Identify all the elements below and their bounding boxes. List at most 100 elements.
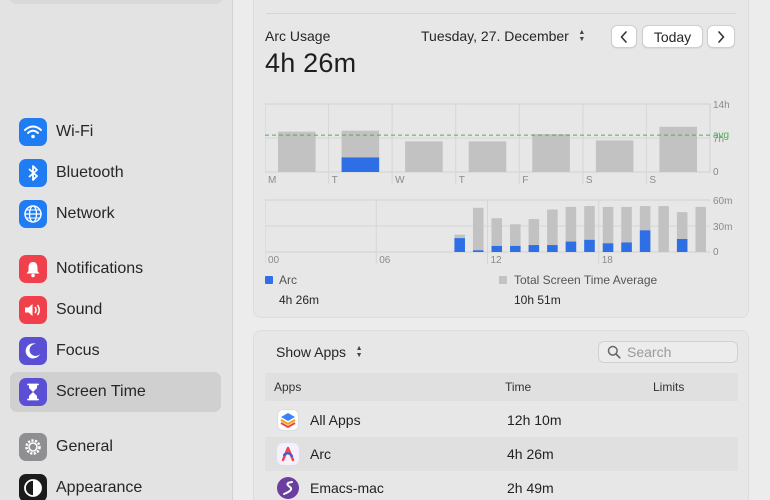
hourly-total-bar xyxy=(510,224,521,252)
weekly-total-bar xyxy=(595,140,634,172)
today-button[interactable]: Today xyxy=(642,25,703,48)
weekly-day-label: S xyxy=(586,175,593,186)
hourly-total-bar xyxy=(547,209,558,252)
gear-icon xyxy=(19,433,47,461)
main-pane: Arc Usage 4h 26m Tuesday, 27. December ▲… xyxy=(233,0,770,500)
app-name: All Apps xyxy=(310,412,361,428)
up-down-chevron-icon: ▲ ▼ xyxy=(355,345,363,359)
stack-icon xyxy=(277,409,299,431)
sidebar-item-appearance[interactable]: Appearance xyxy=(10,468,221,500)
hourly-arc-bar xyxy=(491,245,503,252)
speaker-icon xyxy=(19,296,47,324)
hourly-x-tick: 12 xyxy=(491,255,503,266)
sidebar-item-label: Notifications xyxy=(56,260,144,277)
search-placeholder: Search xyxy=(627,344,672,360)
sidebar-item-label: Screen Time xyxy=(56,383,146,400)
table-row[interactable]: All Apps 12h 10m xyxy=(265,403,738,437)
weekly-day-label: W xyxy=(395,175,405,186)
sidebar-item-sound[interactable]: Sound xyxy=(10,290,221,330)
legend-avg-swatch xyxy=(499,276,507,284)
weekly-y-tick: 14h xyxy=(713,100,730,111)
sidebar-item-label: Appearance xyxy=(56,479,143,496)
hourly-y-tick: 0 xyxy=(713,247,719,258)
weekly-total-bar xyxy=(659,126,697,172)
show-apps-selector[interactable]: Show Apps ▲ ▼ xyxy=(276,343,366,361)
weekly-day-label: T xyxy=(459,175,465,186)
weekly-total-bar xyxy=(278,131,316,172)
legend-arc-swatch xyxy=(265,276,273,284)
previous-day-button[interactable] xyxy=(611,25,637,48)
hourly-total-bar xyxy=(565,206,577,252)
hourly-x-tick: 06 xyxy=(379,255,391,266)
hourly-arc-bar xyxy=(528,245,540,252)
legend-arc-label: Arc xyxy=(279,273,297,287)
hourly-x-tick: 18 xyxy=(602,255,614,266)
hourly-arc-bar xyxy=(602,243,614,252)
moon-icon xyxy=(19,337,47,365)
hourly-total-bar xyxy=(602,206,614,252)
hourly-arc-bar xyxy=(565,241,577,252)
table-row[interactable]: Arc 4h 26m xyxy=(265,437,738,471)
bell-icon xyxy=(19,255,47,283)
hourly-arc-bar xyxy=(676,239,688,252)
weekly-y-tick: 0 xyxy=(713,167,719,178)
sidebar-item-wifi[interactable]: Wi-Fi xyxy=(10,112,221,152)
sidebar-item-notifications[interactable]: Notifications xyxy=(10,249,221,289)
sidebar-item-label: Focus xyxy=(56,342,100,359)
legend-avg-value: 10h 51m xyxy=(514,293,561,307)
legend-avg-label: Total Screen Time Average xyxy=(514,273,658,287)
hourly-total-bar xyxy=(658,206,669,252)
next-day-button[interactable] xyxy=(707,25,735,48)
weekly-arc-bar xyxy=(341,157,380,172)
sidebar-item-label: Network xyxy=(56,205,115,222)
weekly-total-bar xyxy=(405,141,443,172)
app-name: Arc xyxy=(310,446,331,462)
app-name: Emacs-mac xyxy=(310,480,384,496)
weekly-day-label: F xyxy=(522,175,528,186)
sidebar-item-label: Bluetooth xyxy=(56,164,124,181)
search-input[interactable]: Search xyxy=(598,341,738,363)
weekly-total-bar xyxy=(532,134,570,172)
emacs-icon xyxy=(277,477,299,499)
app-time: 12h 10m xyxy=(507,412,562,428)
hourly-total-bar xyxy=(676,212,688,252)
column-header-apps[interactable]: Apps xyxy=(274,380,302,394)
sidebar-item-screen-time[interactable]: Screen Time xyxy=(10,372,221,412)
show-apps-label: Show Apps xyxy=(276,344,347,360)
hourly-arc-bar xyxy=(454,238,465,252)
app-time: 2h 49m xyxy=(507,480,554,496)
column-header-time[interactable]: Time xyxy=(505,380,532,394)
date-selector[interactable]: Tuesday, 27. December ▲ ▼ xyxy=(421,27,589,45)
usage-app-title: Arc Usage xyxy=(265,28,331,44)
weekly-avg-label: avg xyxy=(713,130,729,141)
hourly-total-bar xyxy=(621,206,632,252)
usage-total: 4h 26m xyxy=(265,48,357,78)
sidebar-item-bluetooth[interactable]: Bluetooth xyxy=(10,153,221,193)
arc-icon xyxy=(277,443,299,465)
sidebar-item-network[interactable]: Network xyxy=(10,194,221,234)
table-row[interactable]: Emacs-mac 2h 49m xyxy=(265,471,738,500)
hourly-total-bar xyxy=(491,218,503,252)
chevron-right-icon xyxy=(718,30,725,43)
up-down-chevron-icon: ▲ ▼ xyxy=(578,29,586,43)
weekly-total-bar xyxy=(468,141,507,172)
hourly-arc-bar xyxy=(510,245,521,252)
hourly-total-bar xyxy=(695,206,706,252)
weekly-y-tick: 7h xyxy=(713,134,724,145)
date-label: Tuesday, 27. December xyxy=(421,28,569,44)
sidebar-item-general[interactable]: General xyxy=(10,427,221,467)
hourly-arc-bar xyxy=(584,239,595,252)
hourly-x-tick: 00 xyxy=(268,255,280,266)
sidebar: Wi-Fi Bluetooth Network Notifications So… xyxy=(0,0,233,500)
sidebar-item-label: Sound xyxy=(56,301,103,318)
hourglass-icon xyxy=(19,378,47,406)
weekly-day-label: M xyxy=(268,175,276,186)
hourly-y-tick: 30m xyxy=(713,222,732,233)
wifi-icon xyxy=(19,118,47,146)
sidebar-item-focus[interactable]: Focus xyxy=(10,331,221,371)
hourly-arc-bar xyxy=(547,245,558,252)
sidebar-scroll-cap xyxy=(10,0,222,4)
column-header-limits[interactable]: Limits xyxy=(653,380,685,394)
hourly-arc-bar xyxy=(639,230,651,252)
